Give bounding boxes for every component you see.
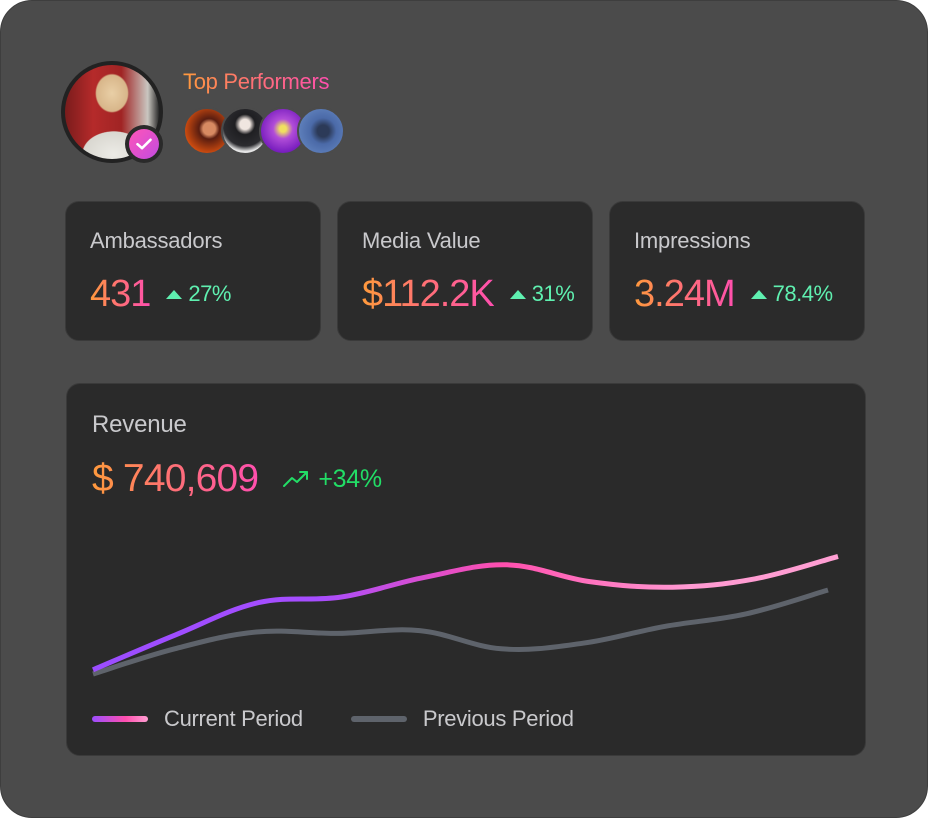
previous-period-line	[92, 587, 829, 677]
stat-delta-value: 27%	[188, 281, 231, 306]
stat-label: Ambassadors	[90, 228, 223, 253]
stat-delta: 78.4%	[750, 281, 833, 307]
verified-badge	[125, 125, 163, 163]
stat-delta: 31%	[509, 281, 575, 307]
revenue-card: Revenue $ 740,609 +34% Current Period Pr…	[66, 383, 866, 756]
revenue-delta: +34%	[282, 464, 382, 494]
triangle-up-icon	[166, 289, 183, 299]
chart-legend: Current Period Previous Period	[92, 706, 622, 732]
stat-value: 3.24M	[634, 273, 736, 315]
legend-swatch-previous	[350, 716, 407, 722]
main-avatar[interactable]	[61, 61, 163, 163]
stat-delta: 27%	[166, 281, 231, 307]
top-performers-title: Top Performers	[183, 69, 330, 94]
check-icon	[129, 129, 159, 159]
performer-avatars	[183, 107, 353, 157]
stat-delta-value: 31%	[531, 281, 575, 306]
performer-avatar[interactable]	[297, 107, 345, 155]
stat-delta-value: 78.4%	[772, 281, 833, 306]
stat-card-ambassadors: Ambassadors 431 27%	[65, 201, 321, 341]
revenue-delta-value: +34%	[318, 464, 382, 493]
stat-label: Media Value	[362, 228, 481, 253]
trending-up-icon	[283, 471, 309, 487]
stat-label: Impressions	[634, 228, 751, 253]
legend-item-current[interactable]: Current Period	[92, 706, 303, 732]
revenue-label: Revenue	[92, 411, 187, 438]
stat-value: $112.2K	[362, 273, 495, 315]
legend-item-previous[interactable]: Previous Period	[350, 706, 574, 732]
legend-label: Current Period	[164, 706, 303, 731]
triangle-up-icon	[750, 289, 767, 299]
stat-card-media-value: Media Value $112.2K 31%	[337, 201, 593, 341]
revenue-value: $ 740,609	[92, 457, 259, 500]
legend-label: Previous Period	[422, 706, 574, 731]
legend-swatch-current	[92, 716, 148, 722]
revenue-chart	[92, 553, 839, 677]
current-period-line	[92, 553, 839, 673]
stat-value: 431	[90, 273, 151, 315]
triangle-up-icon	[509, 289, 526, 299]
stat-card-impressions: Impressions 3.24M 78.4%	[609, 201, 865, 341]
